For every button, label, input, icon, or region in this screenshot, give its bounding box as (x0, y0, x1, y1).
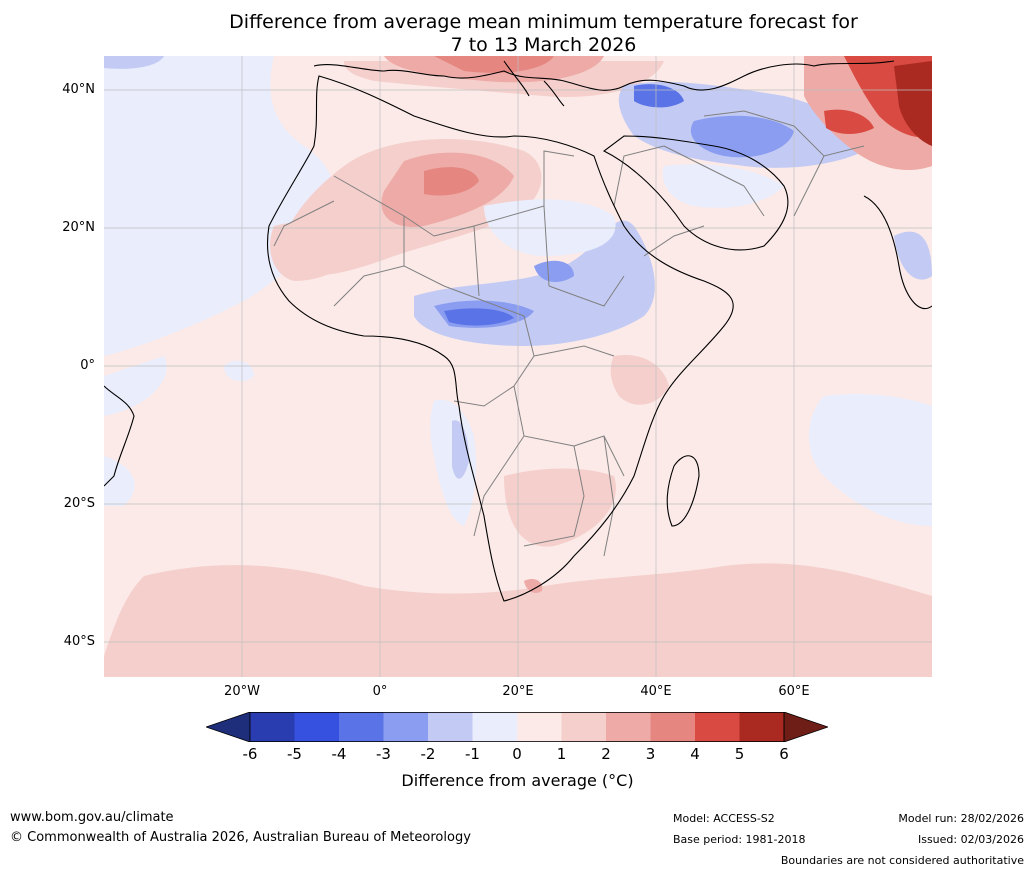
legend-tick-label: 2 (601, 745, 611, 763)
legend-swatch (606, 712, 651, 742)
anomaly-region-sudan-cool (534, 260, 574, 282)
map-canvas (104, 56, 932, 677)
legend-tick-label: 0 (512, 745, 522, 763)
anomaly-region-india-cool (894, 231, 932, 280)
anomaly-region-sahel-cool-3 (444, 308, 514, 326)
anomaly-region-atlantic-cool (104, 56, 335, 356)
lon-label-40e: 40°E (640, 684, 672, 699)
legend-colorbar (206, 712, 828, 742)
legend-extend-high (783, 712, 828, 742)
anomaly-region-small-cool-1 (104, 56, 164, 69)
legend-swatch (650, 712, 695, 742)
lat-label-40s: 40°S (63, 634, 95, 649)
legend-extend-low (206, 712, 251, 742)
legend-swatch (695, 712, 740, 742)
anomaly-region-mediterranean-warm-3 (434, 56, 554, 73)
legend-tick-label: 6 (779, 745, 789, 763)
legend-swatch (472, 712, 517, 742)
anomaly-region-tiny-warm (524, 579, 543, 593)
lon-label-20e: 20°E (502, 684, 534, 699)
footer-website: www.bom.gov.au/climate (10, 810, 174, 825)
legend-swatch (561, 712, 606, 742)
anomaly-region-east-africa-warm (610, 355, 669, 405)
legend-swatch (250, 712, 295, 742)
anomaly-region-indian-ocean-cool (809, 394, 932, 526)
legend-tick-label: 5 (734, 745, 745, 763)
map-gridlines (104, 56, 932, 677)
anomaly-region-namibia-cool-2 (452, 420, 469, 479)
footer-model: Model: ACCESS-S2 (673, 812, 775, 825)
footer-base-period: Base period: 1981-2018 (673, 833, 806, 846)
lat-label-20n: 20°N (62, 220, 95, 235)
anomaly-region-atlantic-cool-3 (104, 456, 135, 506)
legend-title: Difference from average (°C) (401, 771, 634, 790)
map-title-line2: 7 to 13 March 2026 (450, 34, 637, 56)
lat-label-40n: 40°N (62, 82, 95, 97)
legend-tick-label: 4 (690, 745, 700, 763)
legend-swatch (294, 712, 339, 742)
anomaly-region-atlantic-cool-2 (104, 356, 167, 416)
footer-issued: Issued: 02/03/2026 (917, 833, 1024, 846)
legend-tick-label: 3 (645, 745, 656, 763)
lon-label-60e: 60°E (778, 684, 810, 699)
legend-tick-label: 1 (556, 745, 567, 763)
anomaly-region-south-africa-warm (504, 468, 616, 547)
country-boundaries (273, 110, 865, 557)
anomaly-region-arabia-cool (662, 164, 784, 208)
legend-border (249, 712, 785, 742)
legend-tick-label: -5 (287, 745, 302, 763)
map-title-line1: Difference from average mean minimum tem… (229, 11, 858, 33)
legend-swatch (517, 712, 562, 742)
legend-tick-label: -6 (242, 745, 258, 763)
anomaly-region-asia-warm-3 (894, 61, 932, 146)
legend-tick-label: -2 (420, 745, 436, 763)
footer-disclaimer: Boundaries are not considered authoritat… (780, 854, 1024, 867)
legend-swatch (739, 712, 784, 742)
temperature-anomaly-map (104, 56, 932, 677)
legend-swatch (383, 712, 428, 742)
lon-label-20w: 20°W (224, 684, 260, 699)
lon-label-0: 0° (372, 684, 388, 699)
footer-copyright: © Commonwealth of Australia 2026, Austra… (10, 830, 471, 845)
footer-model-run: Model run: 28/02/2026 (898, 812, 1024, 825)
anomaly-region-west-africa-warm (270, 221, 364, 281)
legend-tick-label: -1 (465, 745, 480, 763)
coastlines (104, 60, 932, 602)
lat-label-20s: 20°S (63, 496, 95, 511)
lat-label-0: 0° (80, 358, 95, 373)
anomaly-region-sahara-warm-3 (424, 167, 479, 196)
legend-swatch (339, 712, 384, 742)
anomaly-region-iran-warm (824, 109, 874, 134)
legend-tick-label: -4 (331, 745, 347, 763)
legend-swatch (428, 712, 473, 742)
legend-tick-label: -3 (376, 745, 391, 763)
